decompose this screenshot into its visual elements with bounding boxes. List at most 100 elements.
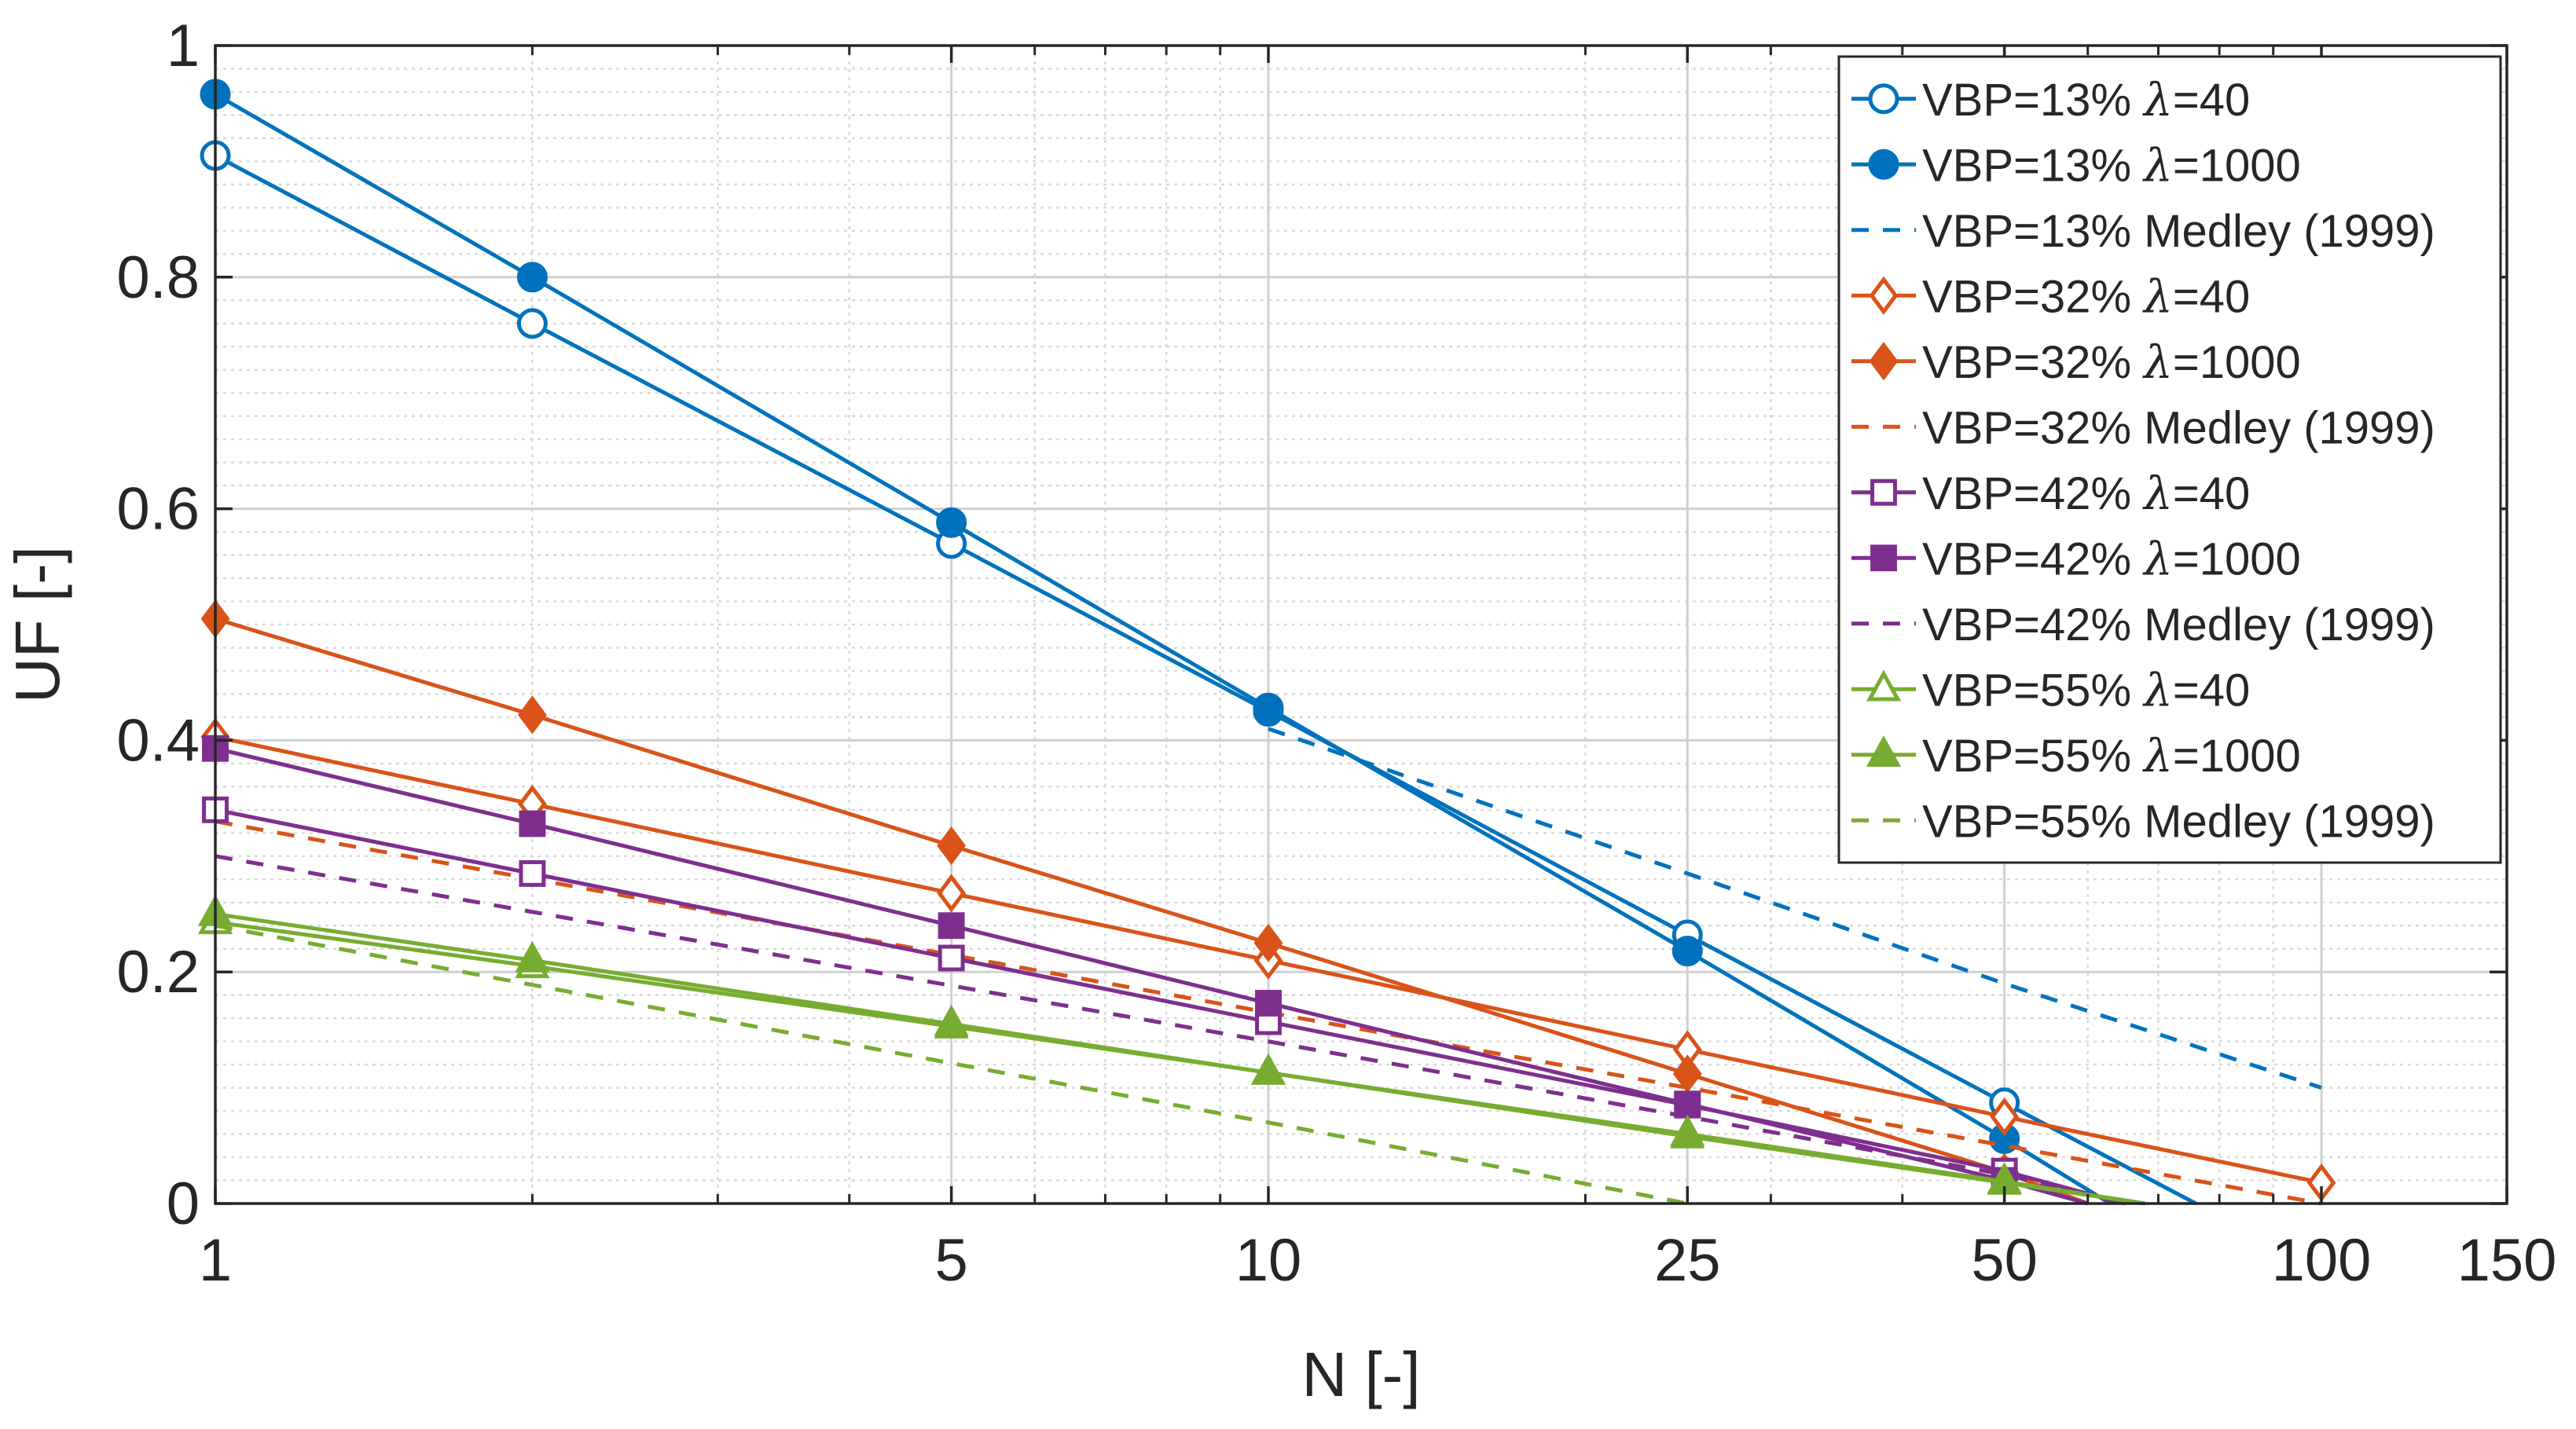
- data-point-circle: [516, 308, 548, 339]
- data-point-circle: [1868, 148, 1899, 180]
- series-12: [215, 923, 1688, 1206]
- y-tick-label: 0: [167, 1171, 200, 1237]
- x-tick-label: 1: [199, 1227, 232, 1294]
- y-axis-label: UF [-]: [2, 546, 72, 703]
- y-tick-label: 0.4: [116, 707, 200, 774]
- legend-label-part: VBP=32% Medley (1999): [1922, 402, 2435, 453]
- data-point-triangle: [515, 940, 550, 973]
- series-line: [215, 854, 2125, 1206]
- data-point-square: [1870, 478, 1897, 506]
- legend-label: VBP=55% λ=40: [1922, 663, 2250, 716]
- legend-item-5: VBP=32% λ=1000: [1851, 335, 2301, 389]
- legend-label-part: VBP=13%: [1922, 140, 2144, 191]
- legend-label-part: =40: [2173, 271, 2250, 322]
- legend-label: VBP=55% Medley (1999): [1922, 796, 2435, 847]
- legend-item-1: VBP=13% λ=40: [1851, 73, 2250, 126]
- series-9: [215, 854, 2125, 1206]
- data-point-diamond: [1253, 923, 1283, 962]
- data-point-circle: [1868, 83, 1899, 115]
- legend-label-part: =1000: [2173, 533, 2301, 584]
- legend-item-3: VBP=13% Medley (1999): [1851, 206, 2435, 257]
- data-point-circle: [936, 507, 967, 538]
- legend-item-11: VBP=55% λ=1000: [1851, 729, 2301, 782]
- data-point-diamond: [937, 826, 967, 866]
- lambda-symbol: λ: [2142, 467, 2173, 520]
- series-2: [200, 79, 2112, 1206]
- legend-label-part: VBP=42%: [1922, 533, 2144, 584]
- data-point-diamond: [1869, 342, 1899, 381]
- y-tick-label: 1: [167, 13, 200, 79]
- x-tick-label: 150: [2457, 1227, 2557, 1294]
- lambda-symbol: λ: [2142, 73, 2173, 126]
- y-tick-label: 0.2: [116, 939, 200, 1006]
- data-point-square: [1674, 1090, 1701, 1118]
- legend-item-4: VBP=32% λ=40: [1851, 269, 2250, 323]
- data-point-triangle: [1250, 1053, 1286, 1085]
- data-point-diamond: [1672, 1054, 1702, 1094]
- data-point-triangle: [1866, 669, 1902, 702]
- legend-label-part: =1000: [2173, 337, 2301, 388]
- legend-label-part: VBP=55%: [1922, 731, 2144, 782]
- legend-label: VBP=13% λ=40: [1922, 73, 2250, 126]
- x-tick-label: 25: [1654, 1227, 1721, 1294]
- plot-box: [214, 44, 2508, 1205]
- series-line: [215, 819, 2322, 1206]
- legend-item-7: VBP=42% λ=40: [1851, 467, 2250, 520]
- data-point-triangle: [1866, 735, 1902, 767]
- lambda-symbol: λ: [2142, 269, 2173, 323]
- legend-item-9: VBP=42% Medley (1999): [1851, 599, 2435, 650]
- data-point-square: [1870, 544, 1897, 572]
- series-group: [197, 79, 2336, 1206]
- y-tick-label: 0.8: [116, 244, 200, 311]
- legend-label: VBP=13% Medley (1999): [1922, 206, 2435, 257]
- legend-label-part: VBP=32%: [1922, 271, 2144, 322]
- legend-item-12: VBP=55% Medley (1999): [1851, 796, 2435, 847]
- series-3: [1268, 727, 2322, 1090]
- x-tick-label: 100: [2272, 1227, 2372, 1294]
- legend-label-part: =1000: [2173, 731, 2301, 782]
- legend-label-part: =1000: [2173, 140, 2301, 191]
- legend-box: [1837, 55, 2502, 864]
- legend-label-part: =40: [2173, 665, 2250, 716]
- lambda-symbol: λ: [2142, 663, 2173, 716]
- data-point-diamond: [937, 874, 967, 913]
- data-point-square: [938, 944, 965, 972]
- data-point-diamond: [1869, 276, 1899, 315]
- legend-label: VBP=42% λ=1000: [1922, 532, 2301, 585]
- data-point-diamond: [517, 695, 547, 735]
- legend-label: VBP=32% λ=40: [1922, 269, 2250, 323]
- legend-label-part: VBP=13%: [1922, 75, 2144, 126]
- series-11: [197, 894, 2145, 1206]
- data-point-square: [519, 859, 546, 887]
- legend-label-part: VBP=42%: [1922, 468, 2144, 519]
- legend-label-part: =40: [2173, 75, 2250, 126]
- series-6: [215, 819, 2322, 1206]
- legend-item-8: VBP=42% λ=1000: [1851, 532, 2301, 585]
- legend-label-part: VBP=32%: [1922, 337, 2144, 388]
- data-point-circle: [516, 262, 548, 293]
- legend-label: VBP=42% Medley (1999): [1922, 599, 2435, 650]
- x-tick-label: 5: [934, 1227, 967, 1294]
- axes: 1 5 10 25 50 100 150 0 0.2 0.4 0.6 0.8 1 N [-] UF [-]: [2, 13, 2556, 1409]
- legend-label-part: VBP=42% Medley (1999): [1922, 599, 2435, 650]
- legend-label: VBP=42% λ=40: [1922, 467, 2250, 520]
- lambda-symbol: λ: [2142, 335, 2173, 389]
- legend-item-6: VBP=32% Medley (1999): [1851, 402, 2435, 453]
- data-point-circle: [1671, 936, 1703, 967]
- legend-item-2: VBP=13% λ=1000: [1851, 138, 2301, 192]
- legend-label: VBP=32% λ=1000: [1922, 335, 2301, 389]
- data-point-triangle: [1670, 1116, 1705, 1149]
- legend-item-10: VBP=55% λ=40: [1851, 663, 2250, 716]
- series-line: [215, 923, 1688, 1206]
- legend-label-part: VBP=55%: [1922, 665, 2144, 716]
- series-line: [1268, 727, 2322, 1090]
- legend-label: VBP=55% λ=1000: [1922, 729, 2301, 782]
- legend-label-part: VBP=13% Medley (1999): [1922, 206, 2435, 257]
- lambda-symbol: λ: [2142, 729, 2173, 782]
- data-point-square: [938, 912, 965, 940]
- lambda-symbol: λ: [2142, 138, 2173, 192]
- data-point-square: [1255, 990, 1282, 1017]
